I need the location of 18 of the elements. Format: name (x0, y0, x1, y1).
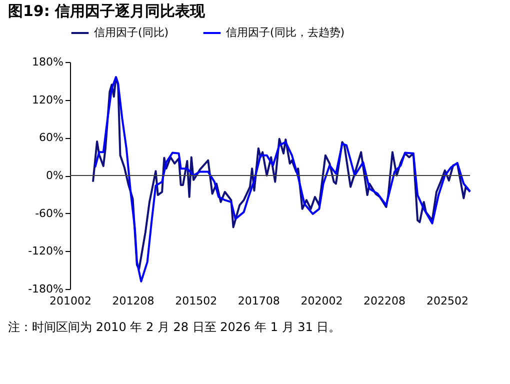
x-tick-label: 201708 (238, 294, 280, 308)
x-tick-label: 201208 (112, 294, 154, 308)
x-tick-label: 201502 (175, 294, 218, 308)
x-tick-label: 202502 (426, 294, 469, 308)
text: 注：时间区间为 2010 年 2 月 28 日至 2026 年 1 月 31 日。 (8, 320, 341, 334)
x-tick-label: 201002 (50, 294, 92, 308)
y-tick-label: -180% (28, 282, 64, 296)
legend-label: 信用因子(同比) (94, 26, 169, 39)
y-tick-label: -60% (35, 206, 64, 220)
y-tick-label: 120% (32, 93, 64, 106)
y-tick-label: 60% (39, 131, 64, 144)
x-tick-label: 202002 (300, 294, 343, 308)
y-tick-label: 180% (32, 56, 64, 68)
y-tick-label: 0% (46, 169, 64, 182)
chart-title: 图19: 信用因子逐月同比表现 (8, 2, 206, 20)
y-tick-label: -120% (28, 244, 64, 258)
x-tick-label: 202208 (364, 294, 406, 308)
legend-label: 信用因子(同比，去趋势) (226, 26, 345, 39)
